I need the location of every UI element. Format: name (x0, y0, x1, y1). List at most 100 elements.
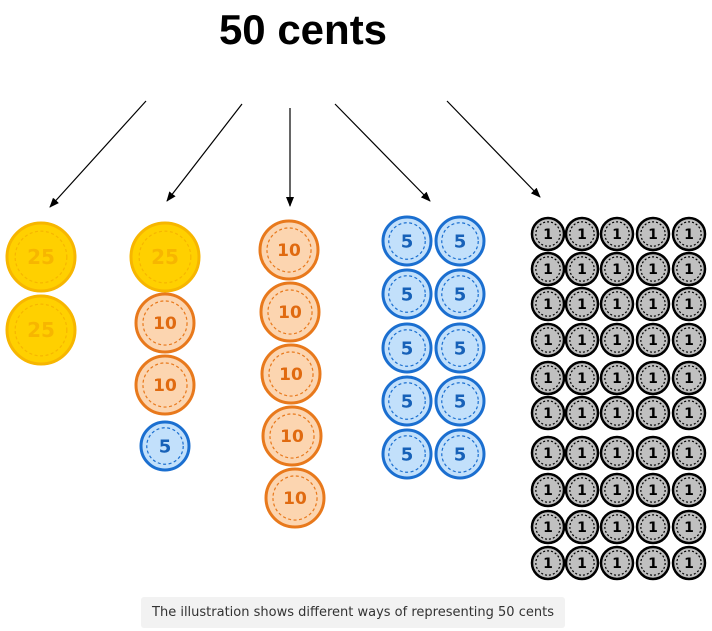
coin-value-label: 10 (277, 241, 301, 261)
quarter-coin-icon: 25 (5, 294, 77, 366)
coin-dashed-ring (604, 477, 630, 503)
coin-dashed-ring (569, 440, 595, 466)
coin-rim (564, 360, 600, 396)
penny-coin-icon: 1 (671, 509, 707, 545)
penny-coin-icon: 1 (530, 216, 566, 252)
coin-dashed-ring (676, 400, 702, 426)
coin-value-label: 5 (159, 436, 172, 457)
coin-dashed-ring (142, 362, 188, 408)
coin-value-label: 10 (153, 376, 177, 396)
coin-group-fifty-pennies: 1 1 1 1 1 1 1 1 1 1 1 1 1 1 1 1 1 1 1 1 1 1 1 1 1 1 1 1 1 1 1 1 1 1 1 1 1 1 1 1… (530, 216, 707, 581)
coin-rim (139, 420, 191, 472)
coin-value-label: 25 (151, 245, 179, 269)
penny-coin-icon: 1 (671, 360, 707, 396)
coin-dashed-ring (268, 351, 314, 397)
coin-value-label: 5 (454, 284, 467, 305)
coin-rim (530, 395, 566, 431)
coin-value-label: 1 (543, 446, 553, 462)
coin-dashed-ring (142, 300, 188, 346)
coin-dashed-ring (640, 514, 666, 540)
nickel-coin-icon: 5 (381, 215, 433, 267)
coin-dashed-ring (388, 275, 426, 313)
penny-coin-icon: 1 (671, 472, 707, 508)
coin-dashed-ring (676, 514, 702, 540)
coin-value-label: 1 (648, 262, 658, 278)
nickel-coin-icon: 5 (381, 268, 433, 320)
penny-coin-icon: 1 (564, 435, 600, 471)
arrow-2 (166, 103, 243, 202)
coin-value-label: 10 (283, 489, 307, 509)
coin-dashed-ring (441, 329, 479, 367)
coin-dashed-ring (604, 365, 630, 391)
coin-rim (599, 216, 635, 252)
penny-coin-icon: 1 (671, 251, 707, 287)
coin-value-label: 1 (612, 406, 622, 422)
coin-rim (671, 545, 707, 581)
coin-rim (129, 221, 201, 293)
coin-value-label: 1 (648, 371, 658, 387)
coin-rim (258, 219, 320, 281)
coin-value-label: 1 (577, 333, 587, 349)
penny-coin-icon: 1 (671, 435, 707, 471)
coin-value-label: 1 (577, 406, 587, 422)
coin-rim (599, 251, 635, 287)
coin-rim (381, 428, 433, 480)
coin-rim (564, 545, 600, 581)
nickel-coin-icon: 5 (434, 375, 486, 427)
penny-coin-icon: 1 (635, 395, 671, 431)
coin-rim (671, 286, 707, 322)
penny-coin-icon: 1 (530, 545, 566, 581)
coin-rim (264, 467, 326, 529)
penny-coin-icon: 1 (599, 251, 635, 287)
coin-value-label: 1 (577, 446, 587, 462)
coin-value-label: 1 (684, 406, 694, 422)
coin-rim (530, 322, 566, 358)
coin-dashed-ring (441, 222, 479, 260)
coin-dashed-ring (676, 327, 702, 353)
coin-dashed-ring (535, 365, 561, 391)
coin-dashed-ring (569, 256, 595, 282)
coin-rim (434, 215, 486, 267)
coin-value-label: 5 (401, 391, 414, 412)
coin-dashed-ring (604, 221, 630, 247)
coin-dashed-ring (569, 291, 595, 317)
penny-coin-icon: 1 (530, 360, 566, 396)
coin-dashed-ring (569, 327, 595, 353)
penny-coin-icon: 1 (564, 286, 600, 322)
coin-rim (599, 545, 635, 581)
coin-dashed-ring (640, 400, 666, 426)
coin-rim (381, 268, 433, 320)
coin-dashed-ring (640, 221, 666, 247)
coin-value-label: 5 (454, 391, 467, 412)
coin-dashed-ring (535, 221, 561, 247)
penny-coin-icon: 1 (530, 286, 566, 322)
coin-value-label: 1 (543, 406, 553, 422)
coin-value-label: 1 (612, 520, 622, 536)
coin-rim (671, 509, 707, 545)
penny-coin-icon: 1 (635, 360, 671, 396)
nickel-coin-icon: 5 (139, 420, 191, 472)
penny-coin-icon: 1 (671, 322, 707, 358)
coin-value-label: 5 (454, 338, 467, 359)
coin-rim (530, 251, 566, 287)
coin-dashed-ring (569, 477, 595, 503)
coin-dashed-ring (569, 514, 595, 540)
coin-value-label: 1 (543, 556, 553, 572)
penny-coin-icon: 1 (530, 509, 566, 545)
coin-value-label: 10 (153, 314, 177, 334)
coin-group-five-dimes: 10 10 10 10 10 (258, 219, 326, 529)
coin-dashed-ring (676, 256, 702, 282)
coin-dashed-ring (676, 440, 702, 466)
coin-rim (261, 405, 323, 467)
coin-value-label: 25 (27, 318, 55, 342)
coin-value-label: 5 (401, 284, 414, 305)
dime-coin-icon: 10 (264, 467, 326, 529)
coin-value-label: 1 (648, 333, 658, 349)
coin-dashed-ring (676, 221, 702, 247)
coin-rim (599, 509, 635, 545)
coin-dashed-ring (535, 514, 561, 540)
coin-rim (599, 395, 635, 431)
coin-rim (530, 545, 566, 581)
coin-rim (599, 286, 635, 322)
